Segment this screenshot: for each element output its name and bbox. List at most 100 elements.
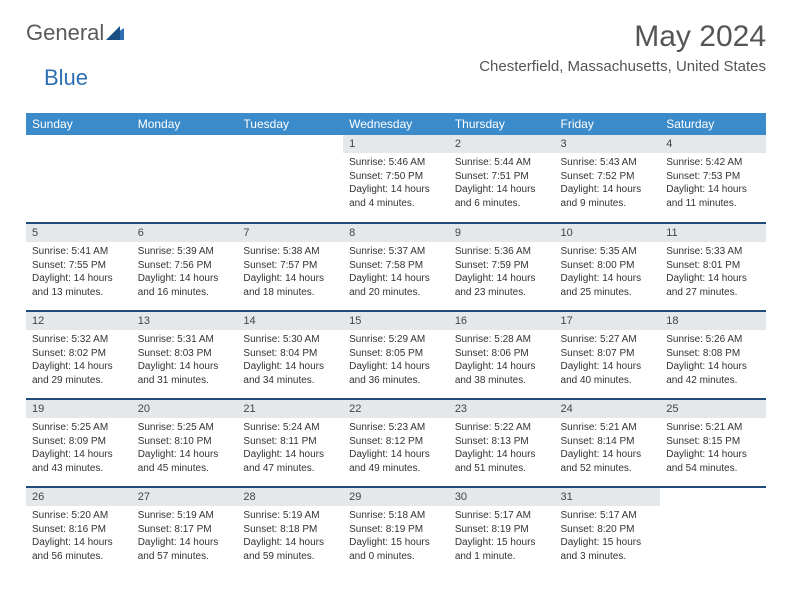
day-number: 26 [26, 488, 132, 506]
sunset-text: Sunset: 8:02 PM [32, 347, 126, 361]
day-number: 7 [237, 224, 343, 242]
day-number [237, 135, 343, 153]
day-number: 18 [660, 312, 766, 330]
day-number: 5 [26, 224, 132, 242]
sunrise-text: Sunrise: 5:43 AM [561, 156, 655, 170]
day-header: Saturday [660, 113, 766, 135]
calendar-cell: 1Sunrise: 5:46 AMSunset: 7:50 PMDaylight… [343, 135, 449, 223]
day-number: 25 [660, 400, 766, 418]
sunset-text: Sunset: 7:55 PM [32, 259, 126, 273]
calendar-cell: 29Sunrise: 5:18 AMSunset: 8:19 PMDayligh… [343, 487, 449, 575]
day-number: 4 [660, 135, 766, 153]
calendar-cell: 5Sunrise: 5:41 AMSunset: 7:55 PMDaylight… [26, 223, 132, 311]
sunset-text: Sunset: 8:06 PM [455, 347, 549, 361]
calendar-cell: 9Sunrise: 5:36 AMSunset: 7:59 PMDaylight… [449, 223, 555, 311]
sunrise-text: Sunrise: 5:30 AM [243, 333, 337, 347]
daylight-text: Daylight: 14 hours and 52 minutes. [561, 448, 655, 475]
day-body: Sunrise: 5:18 AMSunset: 8:19 PMDaylight:… [343, 506, 449, 569]
sunrise-text: Sunrise: 5:35 AM [561, 245, 655, 259]
day-body: Sunrise: 5:21 AMSunset: 8:15 PMDaylight:… [660, 418, 766, 481]
sunset-text: Sunset: 7:59 PM [455, 259, 549, 273]
calendar-cell: 21Sunrise: 5:24 AMSunset: 8:11 PMDayligh… [237, 399, 343, 487]
daylight-text: Daylight: 14 hours and 36 minutes. [349, 360, 443, 387]
day-body: Sunrise: 5:43 AMSunset: 7:52 PMDaylight:… [555, 153, 661, 216]
calendar-cell: 18Sunrise: 5:26 AMSunset: 8:08 PMDayligh… [660, 311, 766, 399]
calendar-cell: 24Sunrise: 5:21 AMSunset: 8:14 PMDayligh… [555, 399, 661, 487]
sunset-text: Sunset: 8:03 PM [138, 347, 232, 361]
day-number: 2 [449, 135, 555, 153]
calendar-cell: 8Sunrise: 5:37 AMSunset: 7:58 PMDaylight… [343, 223, 449, 311]
day-body: Sunrise: 5:25 AMSunset: 8:09 PMDaylight:… [26, 418, 132, 481]
day-number: 22 [343, 400, 449, 418]
calendar-cell: 30Sunrise: 5:17 AMSunset: 8:19 PMDayligh… [449, 487, 555, 575]
calendar-cell: 23Sunrise: 5:22 AMSunset: 8:13 PMDayligh… [449, 399, 555, 487]
day-body: Sunrise: 5:22 AMSunset: 8:13 PMDaylight:… [449, 418, 555, 481]
sunset-text: Sunset: 8:09 PM [32, 435, 126, 449]
calendar-cell: 28Sunrise: 5:19 AMSunset: 8:18 PMDayligh… [237, 487, 343, 575]
daylight-text: Daylight: 14 hours and 9 minutes. [561, 183, 655, 210]
sunset-text: Sunset: 8:19 PM [455, 523, 549, 537]
day-number: 6 [132, 224, 238, 242]
sunset-text: Sunset: 8:04 PM [243, 347, 337, 361]
day-body: Sunrise: 5:17 AMSunset: 8:19 PMDaylight:… [449, 506, 555, 569]
day-number: 31 [555, 488, 661, 506]
daylight-text: Daylight: 14 hours and 59 minutes. [243, 536, 337, 563]
calendar-week-row: 1Sunrise: 5:46 AMSunset: 7:50 PMDaylight… [26, 135, 766, 223]
calendar-cell: 14Sunrise: 5:30 AMSunset: 8:04 PMDayligh… [237, 311, 343, 399]
day-body: Sunrise: 5:44 AMSunset: 7:51 PMDaylight:… [449, 153, 555, 216]
sunrise-text: Sunrise: 5:37 AM [349, 245, 443, 259]
sunset-text: Sunset: 7:52 PM [561, 170, 655, 184]
sunset-text: Sunset: 8:19 PM [349, 523, 443, 537]
calendar-cell: 12Sunrise: 5:32 AMSunset: 8:02 PMDayligh… [26, 311, 132, 399]
calendar-week-row: 5Sunrise: 5:41 AMSunset: 7:55 PMDaylight… [26, 223, 766, 311]
sunrise-text: Sunrise: 5:23 AM [349, 421, 443, 435]
day-body: Sunrise: 5:27 AMSunset: 8:07 PMDaylight:… [555, 330, 661, 393]
day-body: Sunrise: 5:37 AMSunset: 7:58 PMDaylight:… [343, 242, 449, 305]
sunrise-text: Sunrise: 5:33 AM [666, 245, 760, 259]
calendar-cell: 31Sunrise: 5:17 AMSunset: 8:20 PMDayligh… [555, 487, 661, 575]
daylight-text: Daylight: 14 hours and 11 minutes. [666, 183, 760, 210]
calendar-cell: 10Sunrise: 5:35 AMSunset: 8:00 PMDayligh… [555, 223, 661, 311]
calendar-cell: 22Sunrise: 5:23 AMSunset: 8:12 PMDayligh… [343, 399, 449, 487]
day-number: 30 [449, 488, 555, 506]
daylight-text: Daylight: 14 hours and 43 minutes. [32, 448, 126, 475]
sunrise-text: Sunrise: 5:21 AM [666, 421, 760, 435]
day-header: Thursday [449, 113, 555, 135]
sunset-text: Sunset: 8:20 PM [561, 523, 655, 537]
day-number [132, 135, 238, 153]
day-body: Sunrise: 5:33 AMSunset: 8:01 PMDaylight:… [660, 242, 766, 305]
calendar-cell [237, 135, 343, 223]
sunrise-text: Sunrise: 5:21 AM [561, 421, 655, 435]
day-body: Sunrise: 5:19 AMSunset: 8:17 PMDaylight:… [132, 506, 238, 569]
day-body: Sunrise: 5:20 AMSunset: 8:16 PMDaylight:… [26, 506, 132, 569]
day-body: Sunrise: 5:36 AMSunset: 7:59 PMDaylight:… [449, 242, 555, 305]
daylight-text: Daylight: 14 hours and 56 minutes. [32, 536, 126, 563]
daylight-text: Daylight: 14 hours and 29 minutes. [32, 360, 126, 387]
day-body: Sunrise: 5:46 AMSunset: 7:50 PMDaylight:… [343, 153, 449, 216]
sunset-text: Sunset: 8:17 PM [138, 523, 232, 537]
sunset-text: Sunset: 8:00 PM [561, 259, 655, 273]
sunset-text: Sunset: 8:08 PM [666, 347, 760, 361]
daylight-text: Daylight: 14 hours and 34 minutes. [243, 360, 337, 387]
calendar-cell: 11Sunrise: 5:33 AMSunset: 8:01 PMDayligh… [660, 223, 766, 311]
sunrise-text: Sunrise: 5:27 AM [561, 333, 655, 347]
calendar-cell: 20Sunrise: 5:25 AMSunset: 8:10 PMDayligh… [132, 399, 238, 487]
calendar-cell [26, 135, 132, 223]
daylight-text: Daylight: 14 hours and 45 minutes. [138, 448, 232, 475]
calendar-week-row: 12Sunrise: 5:32 AMSunset: 8:02 PMDayligh… [26, 311, 766, 399]
daylight-text: Daylight: 14 hours and 16 minutes. [138, 272, 232, 299]
sunrise-text: Sunrise: 5:46 AM [349, 156, 443, 170]
day-number: 29 [343, 488, 449, 506]
calendar-cell [660, 487, 766, 575]
calendar-cell: 2Sunrise: 5:44 AMSunset: 7:51 PMDaylight… [449, 135, 555, 223]
daylight-text: Daylight: 15 hours and 0 minutes. [349, 536, 443, 563]
day-body: Sunrise: 5:17 AMSunset: 8:20 PMDaylight:… [555, 506, 661, 569]
sunset-text: Sunset: 8:07 PM [561, 347, 655, 361]
day-number: 11 [660, 224, 766, 242]
daylight-text: Daylight: 15 hours and 1 minute. [455, 536, 549, 563]
daylight-text: Daylight: 14 hours and 51 minutes. [455, 448, 549, 475]
daylight-text: Daylight: 14 hours and 38 minutes. [455, 360, 549, 387]
calendar-cell [132, 135, 238, 223]
sunrise-text: Sunrise: 5:42 AM [666, 156, 760, 170]
sunset-text: Sunset: 8:11 PM [243, 435, 337, 449]
